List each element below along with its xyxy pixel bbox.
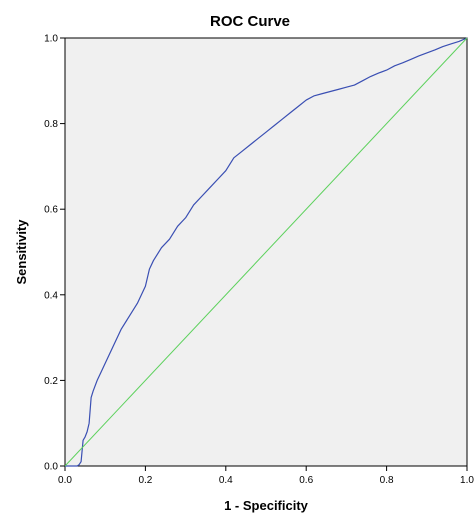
y-tick-label: 0.8 xyxy=(44,119,58,130)
roc-curve-line xyxy=(65,37,468,467)
x-axis-ticks: 0.0 0.2 0.4 0.6 0.8 1.0 xyxy=(58,466,474,486)
y-axis-label: Sensitivity xyxy=(14,219,29,285)
x-tick-label: 0.2 xyxy=(138,475,152,486)
y-tick-label: 0.6 xyxy=(44,205,58,216)
chart-title: ROC Curve xyxy=(210,13,290,30)
reference-diagonal-line xyxy=(64,37,468,467)
y-tick-label: 0.0 xyxy=(44,462,58,473)
x-tick-label: 1.0 xyxy=(460,475,474,486)
x-tick-label: 0.4 xyxy=(219,475,233,486)
y-tick-label: 0.4 xyxy=(44,290,58,301)
series-layer xyxy=(64,37,468,467)
x-axis-label: 1 - Specificity xyxy=(224,498,309,513)
x-tick-label: 0.0 xyxy=(58,475,72,486)
y-tick-label: 0.2 xyxy=(44,376,58,387)
x-tick-label: 0.6 xyxy=(299,475,313,486)
y-tick-label: 1.0 xyxy=(44,34,58,45)
y-axis-ticks: 0.0 0.2 0.4 0.6 0.8 1.0 xyxy=(44,34,65,473)
x-tick-label: 0.8 xyxy=(380,475,394,486)
